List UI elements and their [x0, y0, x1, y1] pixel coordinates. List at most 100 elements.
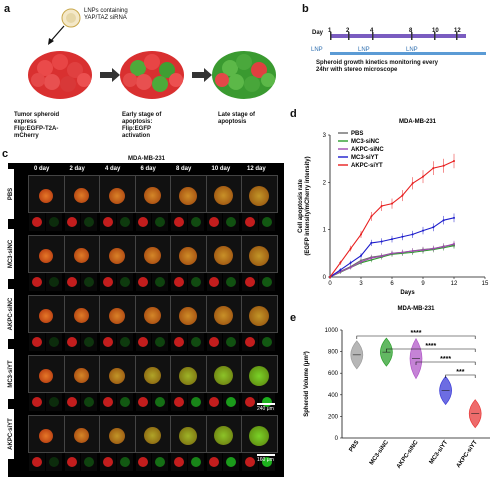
merged-image-cell — [205, 355, 242, 393]
data-point — [442, 245, 445, 248]
egfp-channel — [152, 393, 168, 411]
spheroid-image — [179, 186, 198, 205]
spheroid-image — [74, 308, 90, 324]
mcherry-channel — [171, 393, 187, 411]
merged-image-cell — [134, 355, 171, 393]
timeline-day-12: 12 — [454, 28, 461, 34]
egfp-channel — [223, 273, 239, 291]
panel-a-illustration — [28, 8, 276, 99]
data-point — [411, 182, 414, 185]
egfp-channel — [258, 333, 275, 351]
stage-2-text: Early stage of apoptosis: Flip:EGFP acti… — [122, 112, 162, 139]
mcherry-channel — [64, 453, 81, 471]
mcherry-channel — [64, 213, 81, 231]
mcherry-channel — [206, 333, 223, 351]
group-label-AKPC-siYT: AKPC-siYT — [8, 409, 14, 459]
data-point — [349, 261, 352, 264]
arrow-right-icon — [100, 68, 120, 82]
mcherry-channel — [171, 333, 187, 351]
day-header: 0 day — [34, 166, 50, 172]
lnp-marker-3: LNP — [406, 47, 418, 53]
x-tick-label: MC3-siYT — [429, 439, 450, 465]
data-point — [380, 240, 383, 243]
day-header: 2 day — [69, 166, 85, 172]
spheroid-image — [249, 425, 270, 446]
merged-image-cell — [28, 235, 65, 273]
egfp-channel — [81, 453, 97, 471]
timeline-tick — [330, 32, 332, 40]
legend-label: MC3-siYT — [351, 155, 379, 161]
spheroid-image — [214, 426, 234, 446]
mcherry-channel — [135, 213, 152, 231]
spheroid-image — [249, 245, 270, 266]
egfp-channel — [187, 333, 204, 351]
y-tick-label: 200 — [328, 414, 339, 420]
mcherry-channel — [242, 273, 258, 291]
egfp-channel — [45, 453, 62, 471]
data-point — [411, 233, 414, 236]
lnp-marker-2: LNP — [358, 47, 370, 53]
merged-image-cell — [241, 295, 278, 333]
x-tick-label: 15 — [482, 281, 489, 287]
y-tick-label: 2 — [323, 180, 327, 186]
mcherry-channel — [242, 333, 258, 351]
merged-image-cell — [134, 295, 171, 333]
data-point — [339, 270, 342, 273]
timeline-day-8: 8 — [409, 28, 413, 34]
spheroid-image — [179, 246, 198, 265]
merged-image-cell — [170, 235, 207, 273]
egfp-channel — [258, 453, 275, 471]
timeline-tick — [372, 32, 374, 40]
group-label-MC3-siNC: MC3-siNC — [8, 229, 14, 279]
panel-d-label: d — [290, 108, 297, 120]
scale-bar-label: 240 μm — [257, 406, 274, 412]
merged-image-cell — [63, 355, 100, 393]
x-tick-label: AKPC-siYT — [456, 439, 479, 469]
data-point — [422, 175, 424, 178]
mcherry-channel — [171, 273, 187, 291]
significance-bracket — [386, 348, 476, 352]
egfp-channel — [223, 213, 239, 231]
merged-image-cell — [241, 235, 278, 273]
data-point — [401, 194, 404, 197]
data-point — [360, 254, 362, 257]
spheroid-image — [39, 248, 54, 263]
data-point — [411, 249, 414, 252]
series-line-AKPC-siYT — [329, 160, 455, 278]
mcherry-channel — [100, 393, 116, 411]
data-point — [401, 251, 404, 254]
mcherry-channel — [100, 453, 116, 471]
line-chart-title: MDA-MB-231 — [399, 119, 437, 125]
spheroid-image — [39, 368, 54, 383]
series-line-MC3-siNC — [329, 245, 455, 278]
group-label-AKPC-siNC: AKPC-siNC — [8, 289, 14, 339]
merged-image-cell — [28, 295, 65, 333]
data-point — [432, 226, 435, 229]
mcherry-channel — [100, 273, 116, 291]
spheroid-image — [109, 247, 126, 264]
spheroid-image — [74, 188, 90, 204]
day-header: 10 day — [211, 166, 231, 172]
y-axis-label: Cell apoptosis rate — [298, 179, 304, 233]
data-point — [422, 249, 424, 252]
spheroid-image — [144, 427, 162, 445]
tumor-spheroid-2 — [120, 51, 184, 99]
y-tick-label: 3 — [323, 133, 327, 139]
data-point — [339, 261, 342, 264]
timeline-tick — [411, 32, 413, 40]
data-point — [401, 235, 404, 238]
x-tick-label: MC3-siNC — [369, 439, 391, 466]
timeline-day-10: 10 — [432, 28, 439, 34]
merged-image-cell — [63, 295, 100, 333]
egfp-channel — [152, 213, 168, 231]
egfp-channel — [223, 333, 239, 351]
x-tick-label: 0 — [328, 281, 332, 287]
group-label-MC3-siYT: MC3-siYT — [8, 349, 14, 399]
data-point — [370, 215, 373, 218]
timeline-ticks — [330, 32, 458, 40]
day-header: 4 day — [105, 166, 121, 172]
spheroid-image — [214, 306, 234, 326]
x-tick-label: 9 — [421, 281, 425, 287]
spheroid-image — [214, 366, 234, 386]
day-header: 12 day — [247, 166, 266, 172]
